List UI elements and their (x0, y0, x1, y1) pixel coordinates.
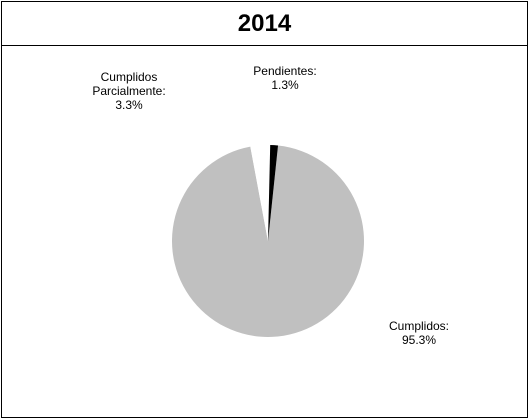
label-cumplidos: Cumplidos: (389, 319, 449, 333)
slice-cumplidos-parcialmente (249, 140, 271, 238)
value-pendientes: 1.3% (271, 78, 299, 92)
value-cumplidos-parcialmente: 3.3% (115, 98, 143, 112)
title-bar: 2014 (2, 2, 527, 46)
value-cumplidos: 95.3% (402, 333, 436, 347)
slice-pendientes (268, 145, 279, 241)
plot-area: Cumplidos Parcialmente: 3.3% Pendientes:… (2, 46, 527, 417)
pie-chart: Cumplidos Parcialmente: 3.3% Pendientes:… (92, 64, 449, 347)
label-pendientes: Pendientes: (253, 64, 316, 78)
slice-cumplidos (171, 145, 364, 337)
chart-title: 2014 (237, 9, 292, 37)
label-cumplidos-parcialmente-line2: Parcialmente: (92, 84, 165, 98)
slice-labels: Cumplidos Parcialmente: 3.3% Pendientes:… (92, 64, 449, 347)
label-cumplidos-parcialmente-line1: Cumplidos (101, 70, 158, 84)
pie-slices (171, 140, 364, 337)
